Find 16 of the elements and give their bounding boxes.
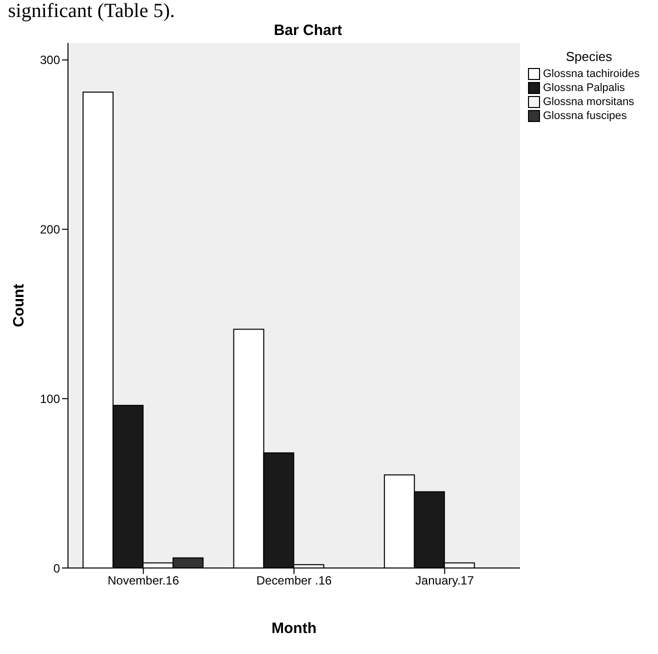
y-tick-label: 300 (40, 53, 60, 68)
x-axis-title: Month (272, 620, 316, 637)
x-tick-label: January.17 (415, 574, 474, 588)
y-tick-label: 200 (40, 222, 60, 237)
y-tick-label: 0 (53, 561, 60, 576)
legend-label: Glossna tachiroides (543, 68, 640, 80)
x-tick-label: November.16 (108, 574, 180, 588)
legend-title: Species (564, 49, 614, 64)
text: significant (Table 5). (8, 0, 175, 23)
legend-label: Glossna morsitans (543, 96, 634, 108)
legend-label: Glossna fuscipes (543, 110, 627, 122)
x-tick-label: December .16 (256, 574, 332, 588)
y-axis-title: Count (10, 284, 28, 328)
y-tick-label: 100 (40, 392, 60, 406)
legend-label: Glossna Palpalis (543, 82, 625, 94)
chart-title: Bar Chart (272, 22, 344, 39)
